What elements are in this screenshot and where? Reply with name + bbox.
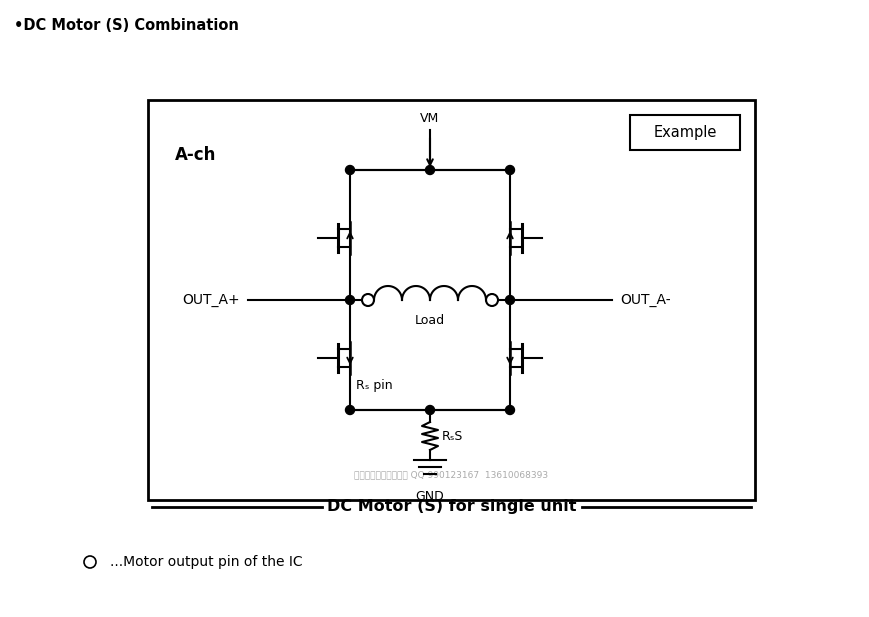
Text: ...Motor output pin of the IC: ...Motor output pin of the IC <box>110 555 302 569</box>
Circle shape <box>346 405 355 415</box>
Circle shape <box>426 405 434 415</box>
Circle shape <box>346 296 355 305</box>
Circle shape <box>362 294 374 306</box>
Text: OUT_A+: OUT_A+ <box>182 293 240 307</box>
Text: Rₛ pin: Rₛ pin <box>356 378 393 392</box>
Circle shape <box>426 165 434 175</box>
Text: A-ch: A-ch <box>175 146 216 164</box>
Text: Load: Load <box>415 314 445 327</box>
Bar <box>148 100 755 500</box>
Text: RₛS: RₛS <box>442 429 463 442</box>
Circle shape <box>84 556 96 568</box>
Text: 东芗代理，大量现货： QQ 990123167  13610068393: 东芗代理，大量现货： QQ 990123167 13610068393 <box>355 471 548 479</box>
Bar <box>630 115 740 150</box>
Circle shape <box>506 405 514 415</box>
Bar <box>350 170 510 410</box>
Circle shape <box>486 294 498 306</box>
Text: •DC Motor (S) Combination: •DC Motor (S) Combination <box>14 18 239 33</box>
Circle shape <box>346 165 355 175</box>
Circle shape <box>506 165 514 175</box>
Text: OUT_A-: OUT_A- <box>620 293 671 307</box>
Text: DC Motor (S) for single unit: DC Motor (S) for single unit <box>327 500 576 515</box>
Text: GND: GND <box>415 490 444 503</box>
Circle shape <box>506 296 514 305</box>
Text: Example: Example <box>653 125 717 140</box>
Text: VM: VM <box>421 112 440 125</box>
